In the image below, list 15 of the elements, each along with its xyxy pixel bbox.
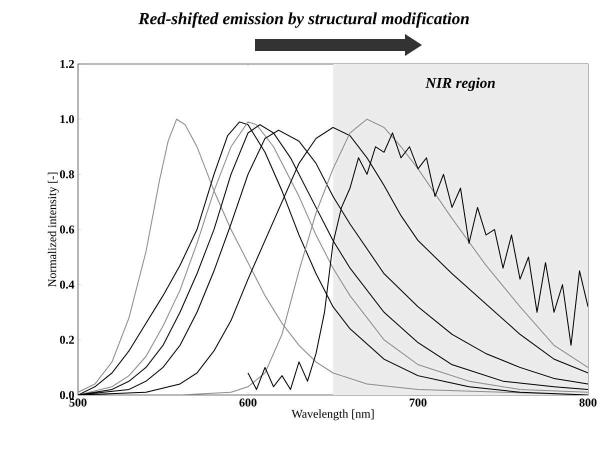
x-axis-title: Wavelength [nm] — [292, 409, 374, 420]
chart-title: Red-shifted emission by structural modification — [138, 12, 469, 28]
y-tick-label: 0.0 — [60, 390, 74, 400]
y-tick-label: 0.8 — [60, 170, 74, 178]
y-tick-label: 0.2 — [60, 336, 74, 344]
y-tick-label: 0.6 — [60, 225, 74, 234]
band-label: NIR region — [425, 77, 495, 92]
x-tick-label: 800 — [579, 398, 597, 407]
y-axis-title: Normalized intensity [-] — [48, 172, 59, 287]
x-tick-label: 500 — [70, 398, 87, 407]
y-tick-label: 1.2 — [60, 60, 74, 68]
x-tick-label: 700 — [410, 398, 427, 407]
x-tick-label: 600 — [239, 398, 257, 407]
y-tick-label: 1.0 — [60, 115, 74, 124]
y-tick-label: 0.4 — [60, 280, 74, 289]
